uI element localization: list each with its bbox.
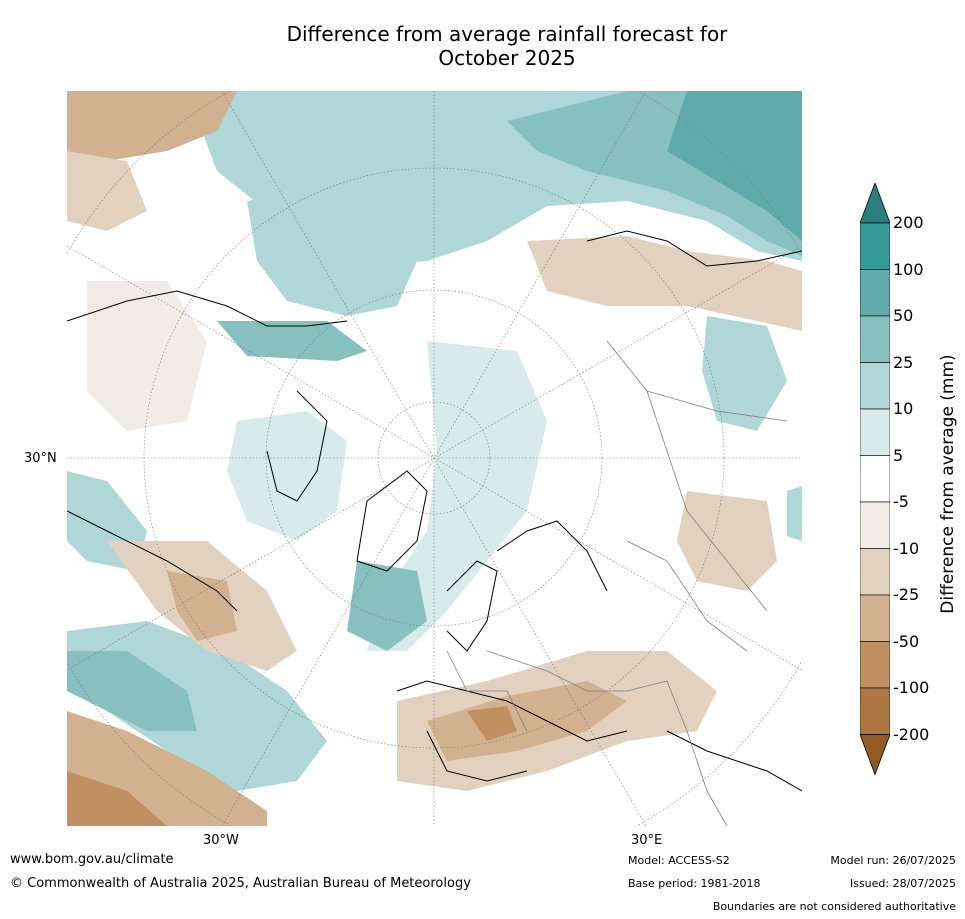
colorbar-tick-label: -50 bbox=[893, 631, 920, 651]
colorbar-tick-label: -10 bbox=[893, 538, 920, 558]
lat-label-30n: 30°N bbox=[24, 451, 57, 466]
colorbar-segment bbox=[860, 222, 890, 270]
colorbar-tick-label: -5 bbox=[893, 492, 909, 511]
issued-date: Issued: 28/07/2025 bbox=[849, 877, 956, 890]
model-name: Model: ACCESS-S2 bbox=[628, 854, 730, 867]
colorbar-tick-label: -200 bbox=[893, 724, 930, 744]
colorbar-segment bbox=[860, 501, 890, 549]
website-link[interactable]: www.bom.gov.au/climate bbox=[10, 852, 174, 867]
colorbar-segment bbox=[860, 687, 890, 735]
dry-anomaly-regions bbox=[67, 91, 802, 826]
lon-label-30w: 30°W bbox=[203, 833, 239, 848]
model-run-date: Model run: 26/07/2025 bbox=[830, 854, 956, 867]
colorbar-segment bbox=[860, 455, 890, 503]
title-line-1: Difference from average rainfall forecas… bbox=[286, 22, 728, 46]
map-title: Difference from average rainfall forecas… bbox=[0, 22, 965, 70]
colorbar-tick-label: 50 bbox=[893, 306, 914, 325]
colorbar-segment bbox=[860, 548, 890, 596]
colorbar-segment bbox=[860, 594, 890, 642]
map-svg bbox=[67, 91, 802, 826]
colorbar-tick-label: -100 bbox=[893, 678, 930, 697]
graticule bbox=[67, 91, 802, 826]
colorbar-segment bbox=[860, 269, 890, 317]
colorbar-segment bbox=[860, 362, 890, 410]
title-line-2: October 2025 bbox=[438, 46, 576, 70]
country-boundaries bbox=[446, 340, 788, 826]
colorbar-tick-label: 100 bbox=[893, 259, 924, 279]
copyright-text: © Commonwealth of Australia 2025, Austra… bbox=[10, 876, 471, 891]
colorbar-segment bbox=[860, 315, 890, 363]
colorbar-segment bbox=[860, 641, 890, 689]
coastlines bbox=[67, 230, 802, 792]
colorbar-arrow-bottom bbox=[860, 734, 890, 776]
lon-label-30e: 30°E bbox=[631, 833, 663, 848]
colorbar-tick-label: 25 bbox=[893, 352, 914, 372]
base-period: Base period: 1981-2018 bbox=[628, 877, 761, 890]
colorbar-tick-label: 200 bbox=[893, 213, 924, 232]
colorbar-tick-label: -25 bbox=[893, 585, 920, 604]
colorbar-tick-label: 5 bbox=[893, 445, 904, 465]
rainfall-map[interactable] bbox=[67, 91, 802, 826]
colorbar-title: Difference from average (mm) bbox=[938, 354, 958, 614]
colorbar bbox=[860, 183, 890, 776]
colorbar-arrow-top bbox=[860, 183, 890, 224]
colorbar-tick-label: 10 bbox=[893, 399, 914, 418]
boundaries-note: Boundaries are not considered authoritat… bbox=[712, 900, 956, 913]
wet-anomaly-regions bbox=[67, 91, 802, 791]
colorbar-segment bbox=[860, 408, 890, 456]
